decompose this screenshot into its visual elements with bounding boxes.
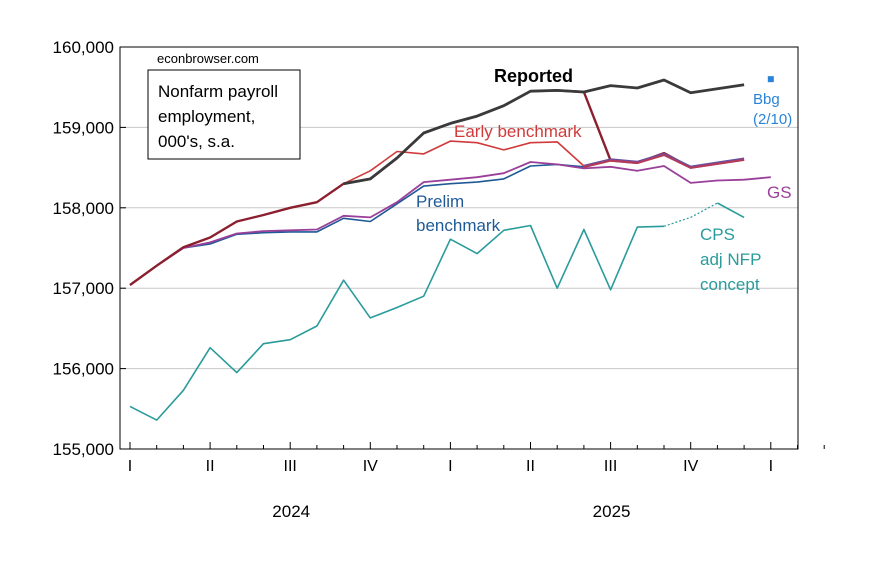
x-tick-label: IV — [683, 458, 698, 475]
cps-label: CPS — [700, 225, 735, 244]
x-tick-label: I — [448, 458, 452, 475]
series-line-overlap-gs — [583, 152, 745, 167]
series-line-gs — [129, 161, 771, 286]
plot-frame — [119, 46, 799, 450]
year-label: 2024 — [272, 502, 310, 521]
x-tick-label: III — [284, 458, 297, 475]
series-line-overlap — [583, 153, 745, 169]
x-tick-label: I — [128, 458, 132, 475]
y-axis: 155,000 156,000 157,000 158,000 159,000 160,0… — [53, 38, 126, 459]
x-tick-label: II — [526, 458, 535, 475]
y-tick-label: 159,000 — [53, 118, 114, 137]
x-tick-label: II — [206, 458, 215, 475]
year-label: 2025 — [593, 502, 631, 521]
y-tick-label: 160,000 — [53, 38, 114, 57]
series-line-reported — [343, 78, 745, 186]
series-line-cps-adj-nfp-concept-dotted — [663, 202, 718, 227]
title-line-2: employment, — [158, 107, 255, 126]
gs-label: GS — [767, 183, 792, 202]
prelim-benchmark-label: benchmark — [416, 216, 501, 235]
x-tick-label: III — [604, 458, 617, 475]
bbg-label: (2/10) — [753, 111, 792, 128]
title-line-3: 000's, s.a. — [158, 132, 235, 151]
cps-label: concept — [700, 275, 760, 294]
y-tick-label: 155,000 — [53, 440, 114, 459]
series-line-cps-adj-nfp-concept — [129, 224, 665, 421]
title-line-1: Nonfarm payroll — [158, 82, 278, 101]
bbg-point — [767, 76, 774, 83]
source-label: econbrowser.com — [157, 51, 259, 66]
y-tick-label: 156,000 — [53, 360, 114, 379]
early-benchmark-label: Early benchmark — [454, 122, 582, 141]
series-line-prelim-benchmark — [129, 163, 584, 286]
cps-label: adj NFP — [700, 250, 761, 269]
prelim-benchmark-label: Prelim — [416, 192, 464, 211]
reported-label: Reported — [494, 66, 573, 86]
bbg-label: Bbg — [753, 91, 780, 108]
title-box — [147, 69, 301, 160]
x-tick-label: I — [769, 458, 773, 475]
series-labels: Reported Early benchmark Prelim benchmark GS… — [416, 66, 792, 294]
x-tick-label: IV — [363, 458, 378, 475]
series-line-cps-adj-nfp-concept-tail — [717, 202, 745, 219]
y-tick-label: 158,000 — [53, 199, 114, 218]
series-lines — [129, 76, 774, 421]
y-tick-label: 157,000 — [53, 279, 114, 298]
